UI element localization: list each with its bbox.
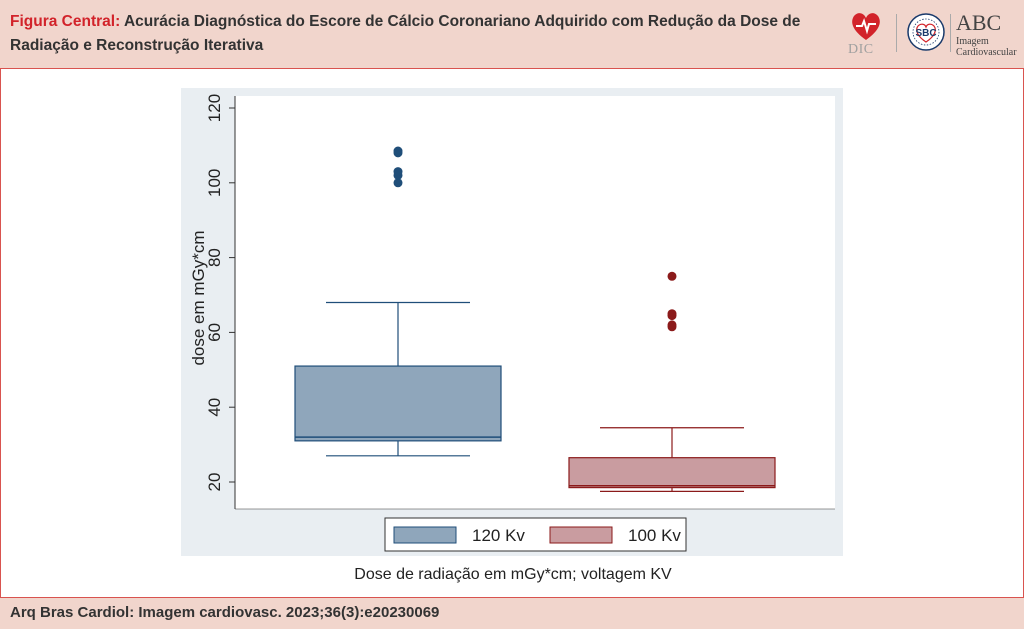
outlier-point (667, 271, 677, 281)
legend: 120 Kv 100 Kv (384, 517, 687, 552)
y-tick-label: 120 (205, 94, 224, 122)
header-bar: Figura Central: Acurácia Diagnóstica do … (0, 0, 1024, 69)
logo-divider (896, 14, 897, 52)
y-tick-label: 20 (205, 473, 224, 492)
legend-swatch-100kv (549, 526, 613, 544)
dic-logo: DIC (846, 8, 886, 60)
figure-label: Figura Central: (10, 13, 121, 30)
legend-label-100kv: 100 Kv (628, 526, 681, 545)
sbc-seal-icon: SBC (907, 13, 945, 51)
abc-logo-subtitle: Imagem Cardiovascular (956, 36, 1017, 58)
y-tick-label: 100 (205, 169, 224, 197)
y-tick-label: 60 (205, 323, 224, 342)
iqr-box (294, 365, 502, 442)
legend-label-120kv: 120 Kv (472, 526, 525, 545)
box-series-120kv (294, 146, 502, 457)
logo-divider (950, 14, 951, 52)
y-axis-label: dose em mGy*cm (189, 230, 208, 365)
outlier-point (393, 178, 403, 188)
box-series (294, 146, 776, 492)
footer-bar: Arq Bras Cardiol: Imagem cardiovasc. 202… (0, 597, 1024, 629)
citation: Arq Bras Cardiol: Imagem cardiovasc. 202… (10, 604, 440, 621)
iqr-box (568, 457, 776, 489)
legend-swatch-120kv (393, 526, 457, 544)
y-ticks: 20 40 60 80 100 120 (205, 94, 235, 492)
abc-logo-line1: Imagem (956, 36, 989, 47)
outlier-point (667, 320, 677, 330)
figure-title-text: Acurácia Diagnóstica do Escore de Cálcio… (10, 13, 801, 54)
sbc-logo-text: SBC (915, 28, 936, 39)
outlier-point (393, 167, 403, 177)
box-series-100kv (568, 271, 776, 492)
outlier-point (667, 309, 677, 319)
y-tick-label: 80 (205, 248, 224, 267)
figure-title: Figura Central: Acurácia Diagnóstica do … (10, 10, 830, 58)
abc-logo-line2: Cardiovascular (956, 47, 1017, 58)
heart-icon (852, 13, 880, 40)
plot-area (235, 96, 835, 509)
outlier-point (393, 146, 403, 156)
dic-logo-text: DIC (848, 42, 874, 57)
x-axis-label: Dose de radiação em mGy*cm; voltagem KV (354, 566, 672, 583)
logo-group: DIC SBC ABC Imagem Cardiovascular (846, 8, 1018, 60)
sbc-logo: SBC (906, 12, 946, 52)
abc-logo-title: ABC (956, 10, 1002, 35)
y-tick-label: 40 (205, 398, 224, 417)
